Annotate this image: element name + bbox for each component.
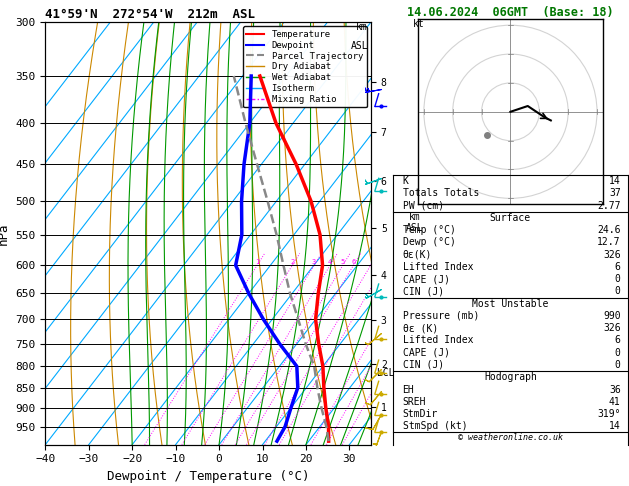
Text: 41°59'N  272°54'W  212m  ASL: 41°59'N 272°54'W 212m ASL (45, 8, 255, 21)
Text: K: K (403, 176, 408, 186)
Text: StmDir: StmDir (403, 409, 438, 419)
Text: 1: 1 (255, 260, 259, 265)
Text: 0: 0 (615, 274, 621, 284)
Text: Hodograph: Hodograph (484, 372, 537, 382)
Text: CIN (J): CIN (J) (403, 286, 443, 296)
Y-axis label: hPa: hPa (0, 222, 10, 244)
Text: 24.6: 24.6 (597, 225, 621, 235)
Text: 14: 14 (609, 421, 621, 431)
Text: CAPE (J): CAPE (J) (403, 348, 450, 358)
X-axis label: Dewpoint / Temperature (°C): Dewpoint / Temperature (°C) (107, 470, 309, 483)
Text: 2.77: 2.77 (597, 201, 621, 210)
Text: 6: 6 (615, 335, 621, 346)
Text: 6: 6 (615, 262, 621, 272)
Text: 4: 4 (328, 260, 332, 265)
Text: 326: 326 (603, 250, 621, 260)
Text: CAPE (J): CAPE (J) (403, 274, 450, 284)
Text: Surface: Surface (490, 213, 531, 223)
Text: Lifted Index: Lifted Index (403, 335, 473, 346)
Text: Totals Totals: Totals Totals (403, 189, 479, 198)
Text: kt: kt (413, 19, 425, 30)
Text: EH: EH (403, 384, 415, 395)
Text: Pressure (mb): Pressure (mb) (403, 311, 479, 321)
Text: 990: 990 (603, 311, 621, 321)
Text: Dewp (°C): Dewp (°C) (403, 237, 455, 247)
Legend: Temperature, Dewpoint, Parcel Trajectory, Dry Adiabat, Wet Adiabat, Isotherm, Mi: Temperature, Dewpoint, Parcel Trajectory… (243, 26, 367, 107)
Text: SREH: SREH (403, 397, 426, 407)
Text: 2: 2 (290, 260, 294, 265)
Text: km: km (356, 22, 368, 32)
Text: Temp (°C): Temp (°C) (403, 225, 455, 235)
Text: 14.06.2024  06GMT  (Base: 18): 14.06.2024 06GMT (Base: 18) (407, 6, 614, 19)
Y-axis label: km
ASL: km ASL (406, 212, 423, 233)
Text: 326: 326 (603, 323, 621, 333)
Text: 12.7: 12.7 (597, 237, 621, 247)
Text: 6: 6 (352, 260, 355, 265)
Text: 319°: 319° (597, 409, 621, 419)
Text: 0: 0 (615, 348, 621, 358)
Text: 3: 3 (312, 260, 316, 265)
Text: 14: 14 (609, 176, 621, 186)
Text: 0: 0 (615, 360, 621, 370)
Text: CIN (J): CIN (J) (403, 360, 443, 370)
Text: Most Unstable: Most Unstable (472, 299, 548, 309)
Text: 5: 5 (341, 260, 345, 265)
Text: Lifted Index: Lifted Index (403, 262, 473, 272)
Text: © weatheronline.co.uk: © weatheronline.co.uk (458, 434, 563, 442)
Text: StmSpd (kt): StmSpd (kt) (403, 421, 467, 431)
Text: LCL: LCL (371, 368, 394, 378)
Text: PW (cm): PW (cm) (403, 201, 443, 210)
Text: 0: 0 (615, 286, 621, 296)
Text: θε (K): θε (K) (403, 323, 438, 333)
Text: ASL: ASL (350, 41, 368, 52)
Text: 37: 37 (609, 189, 621, 198)
Text: 36: 36 (609, 384, 621, 395)
Text: 41: 41 (609, 397, 621, 407)
Text: θε(K): θε(K) (403, 250, 432, 260)
